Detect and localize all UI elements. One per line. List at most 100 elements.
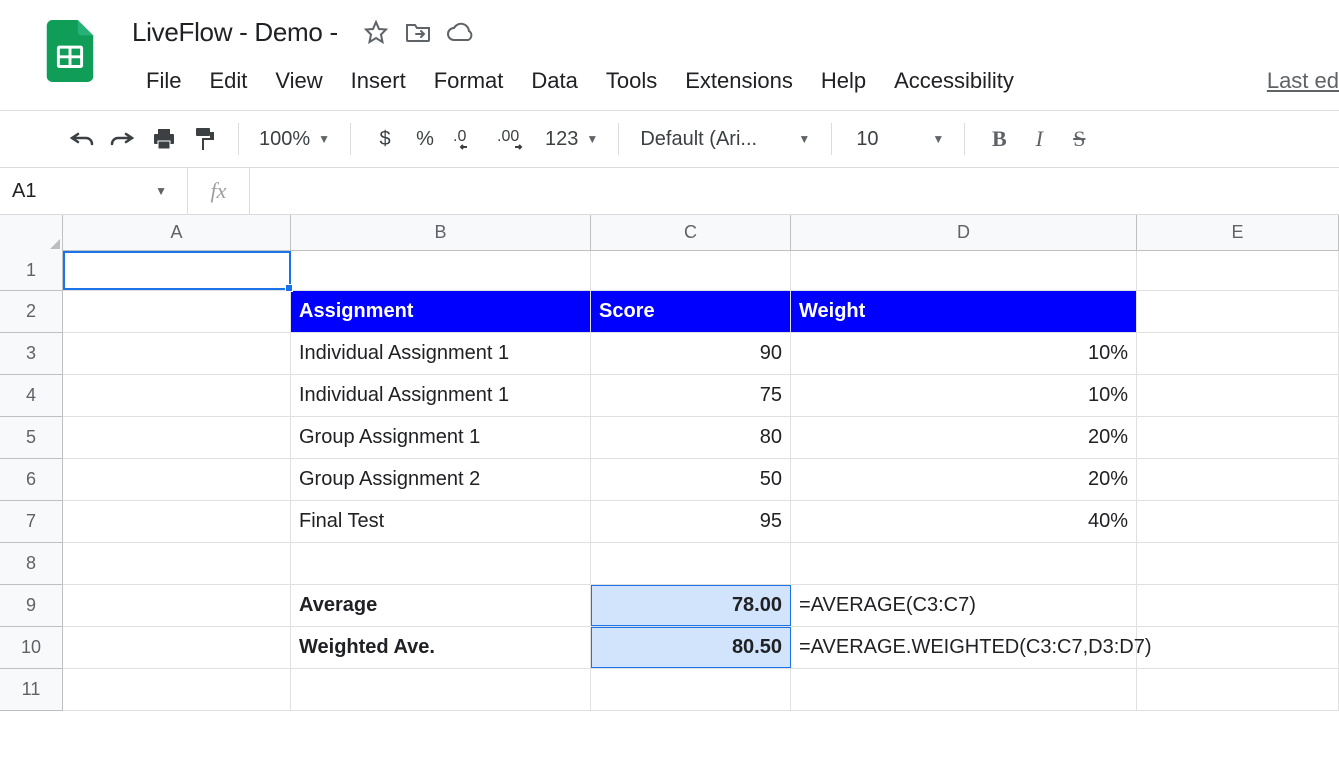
cell-B3[interactable]: Individual Assignment 1 xyxy=(291,333,591,374)
row-header-4[interactable]: 4 xyxy=(0,375,62,417)
cell-E1[interactable] xyxy=(1137,251,1339,290)
cell-C3[interactable]: 90 xyxy=(591,333,791,374)
cell-B9[interactable]: Average xyxy=(291,585,591,626)
cell-E4[interactable] xyxy=(1137,375,1339,416)
menu-file[interactable]: File xyxy=(132,64,195,98)
cell-B4[interactable]: Individual Assignment 1 xyxy=(291,375,591,416)
cell-C1[interactable] xyxy=(591,251,791,290)
cell-B2[interactable]: Assignment xyxy=(291,291,591,332)
row-header-1[interactable]: 1 xyxy=(0,251,62,291)
col-header-B[interactable]: B xyxy=(291,215,591,250)
cell-E9[interactable] xyxy=(1137,585,1339,626)
percent-button[interactable]: % xyxy=(407,121,443,157)
italic-button[interactable]: I xyxy=(1021,121,1057,157)
cell-C8[interactable] xyxy=(591,543,791,584)
cell-A9[interactable] xyxy=(63,585,291,626)
cell-D11[interactable] xyxy=(791,669,1137,710)
selection-handle[interactable] xyxy=(285,284,293,292)
col-header-D[interactable]: D xyxy=(791,215,1137,250)
cell-E3[interactable] xyxy=(1137,333,1339,374)
menu-format[interactable]: Format xyxy=(420,64,518,98)
cell-B5[interactable]: Group Assignment 1 xyxy=(291,417,591,458)
row-header-11[interactable]: 11 xyxy=(0,669,62,711)
move-icon[interactable] xyxy=(404,18,432,46)
cell-C9[interactable]: 78.00 xyxy=(591,585,791,626)
row-header-8[interactable]: 8 xyxy=(0,543,62,585)
cell-C6[interactable]: 50 xyxy=(591,459,791,500)
row-header-10[interactable]: 10 xyxy=(0,627,62,669)
menu-edit[interactable]: Edit xyxy=(195,64,261,98)
cell-D7[interactable]: 40% xyxy=(791,501,1137,542)
bold-button[interactable]: B xyxy=(981,121,1017,157)
name-box[interactable]: A1 ▼ xyxy=(0,168,188,214)
row-header-3[interactable]: 3 xyxy=(0,333,62,375)
col-header-E[interactable]: E xyxy=(1137,215,1339,250)
cell-A4[interactable] xyxy=(63,375,291,416)
row-header-5[interactable]: 5 xyxy=(0,417,62,459)
cell-D5[interactable]: 20% xyxy=(791,417,1137,458)
number-format-dropdown[interactable]: 123 ▼ xyxy=(541,121,602,157)
font-size-dropdown[interactable]: 10 ▼ xyxy=(848,121,948,157)
row-header-2[interactable]: 2 xyxy=(0,291,62,333)
row-header-6[interactable]: 6 xyxy=(0,459,62,501)
cell-B8[interactable] xyxy=(291,543,591,584)
cell-B10[interactable]: Weighted Ave. xyxy=(291,627,591,668)
cloud-status-icon[interactable] xyxy=(446,18,474,46)
row-header-7[interactable]: 7 xyxy=(0,501,62,543)
cell-B1[interactable] xyxy=(291,251,591,290)
redo-icon[interactable] xyxy=(104,121,142,157)
cell-D9[interactable]: =AVERAGE(C3:C7) xyxy=(791,585,1137,626)
cell-B7[interactable]: Final Test xyxy=(291,501,591,542)
cell-D6[interactable]: 20% xyxy=(791,459,1137,500)
cell-E7[interactable] xyxy=(1137,501,1339,542)
cell-E10[interactable] xyxy=(1137,627,1339,668)
menu-tools[interactable]: Tools xyxy=(592,64,671,98)
cell-D1[interactable] xyxy=(791,251,1137,290)
font-dropdown[interactable]: Default (Ari... ▼ xyxy=(635,121,815,157)
undo-icon[interactable] xyxy=(62,121,100,157)
cell-A8[interactable] xyxy=(63,543,291,584)
cell-E5[interactable] xyxy=(1137,417,1339,458)
cell-B6[interactable]: Group Assignment 2 xyxy=(291,459,591,500)
increase-decimal-button[interactable]: .00 xyxy=(491,121,537,157)
print-icon[interactable] xyxy=(146,121,182,157)
cell-D10[interactable]: =AVERAGE.WEIGHTED(C3:C7,D3:D7) xyxy=(791,627,1137,668)
cell-E8[interactable] xyxy=(1137,543,1339,584)
cell-D8[interactable] xyxy=(791,543,1137,584)
paint-format-icon[interactable] xyxy=(186,121,222,157)
cell-A2[interactable] xyxy=(63,291,291,332)
select-all-corner[interactable] xyxy=(0,215,63,251)
menu-extensions[interactable]: Extensions xyxy=(671,64,807,98)
col-header-A[interactable]: A xyxy=(63,215,291,250)
cell-C5[interactable]: 80 xyxy=(591,417,791,458)
cell-D3[interactable]: 10% xyxy=(791,333,1137,374)
menu-view[interactable]: View xyxy=(261,64,336,98)
cell-E6[interactable] xyxy=(1137,459,1339,500)
last-edit-link[interactable]: Last ed xyxy=(1253,64,1339,98)
cell-C4[interactable]: 75 xyxy=(591,375,791,416)
zoom-dropdown[interactable]: 100% ▼ xyxy=(255,121,334,157)
cell-A5[interactable] xyxy=(63,417,291,458)
cell-A11[interactable] xyxy=(63,669,291,710)
strikethrough-button[interactable]: S xyxy=(1061,121,1097,157)
currency-button[interactable]: $ xyxy=(367,121,403,157)
document-title[interactable]: LiveFlow - Demo - xyxy=(132,17,348,48)
cell-C2[interactable]: Score xyxy=(591,291,791,332)
cell-E2[interactable] xyxy=(1137,291,1339,332)
formula-input[interactable] xyxy=(250,168,1339,214)
cell-A7[interactable] xyxy=(63,501,291,542)
cell-D4[interactable]: 10% xyxy=(791,375,1137,416)
cell-C7[interactable]: 95 xyxy=(591,501,791,542)
cell-A1[interactable] xyxy=(63,251,291,290)
row-header-9[interactable]: 9 xyxy=(0,585,62,627)
cell-C11[interactable] xyxy=(591,669,791,710)
cell-A3[interactable] xyxy=(63,333,291,374)
menu-accessibility[interactable]: Accessibility xyxy=(880,64,1028,98)
cell-A10[interactable] xyxy=(63,627,291,668)
star-icon[interactable] xyxy=(362,18,390,46)
cell-A6[interactable] xyxy=(63,459,291,500)
cell-B11[interactable] xyxy=(291,669,591,710)
cell-C10[interactable]: 80.50 xyxy=(591,627,791,668)
menu-insert[interactable]: Insert xyxy=(337,64,420,98)
cell-D2[interactable]: Weight xyxy=(791,291,1137,332)
